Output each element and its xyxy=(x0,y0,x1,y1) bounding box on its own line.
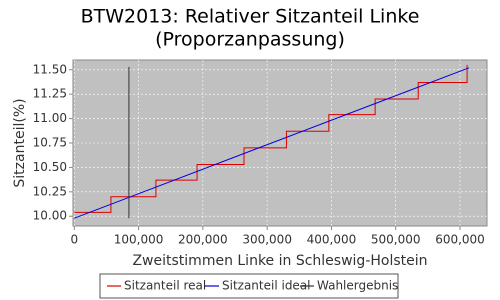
x-axis-label: Zweitstimmen Linke in Schleswig-Holstein xyxy=(132,253,427,269)
y-tick-label: 11.00 xyxy=(33,111,67,125)
chart-subtitle: (Proporzanpassung) xyxy=(155,29,345,51)
series-line xyxy=(74,64,468,213)
y-tick-label: 11.25 xyxy=(33,87,67,101)
chart-title: BTW2013: Relativer Sitzanteil Linke xyxy=(81,6,420,28)
x-tick-label: 200,000 xyxy=(178,233,228,247)
x-tick-label: 0 xyxy=(70,233,78,247)
y-tick-label: 10.75 xyxy=(33,136,67,150)
legend-label: Sitzanteil real xyxy=(124,279,206,293)
x-tick-label: 600,000 xyxy=(435,233,485,247)
legend-box xyxy=(99,273,399,299)
y-tick-label: 10.50 xyxy=(33,160,67,174)
y-axis-label: Sitzanteil(%) xyxy=(12,98,28,187)
y-tick-label: 10.00 xyxy=(33,209,67,223)
legend-label: Sitzanteil ideal xyxy=(222,279,311,293)
y-tick-label: 10.25 xyxy=(33,184,67,198)
y-tick-label: 11.50 xyxy=(33,62,67,76)
x-tick-label: 300,000 xyxy=(242,233,292,247)
legend-label: Wahlergebnis xyxy=(317,279,398,293)
x-tick-label: 500,000 xyxy=(371,233,421,247)
x-tick-label: 100,000 xyxy=(114,233,164,247)
x-tick-label: 400,000 xyxy=(307,233,357,247)
series-line xyxy=(74,67,470,219)
